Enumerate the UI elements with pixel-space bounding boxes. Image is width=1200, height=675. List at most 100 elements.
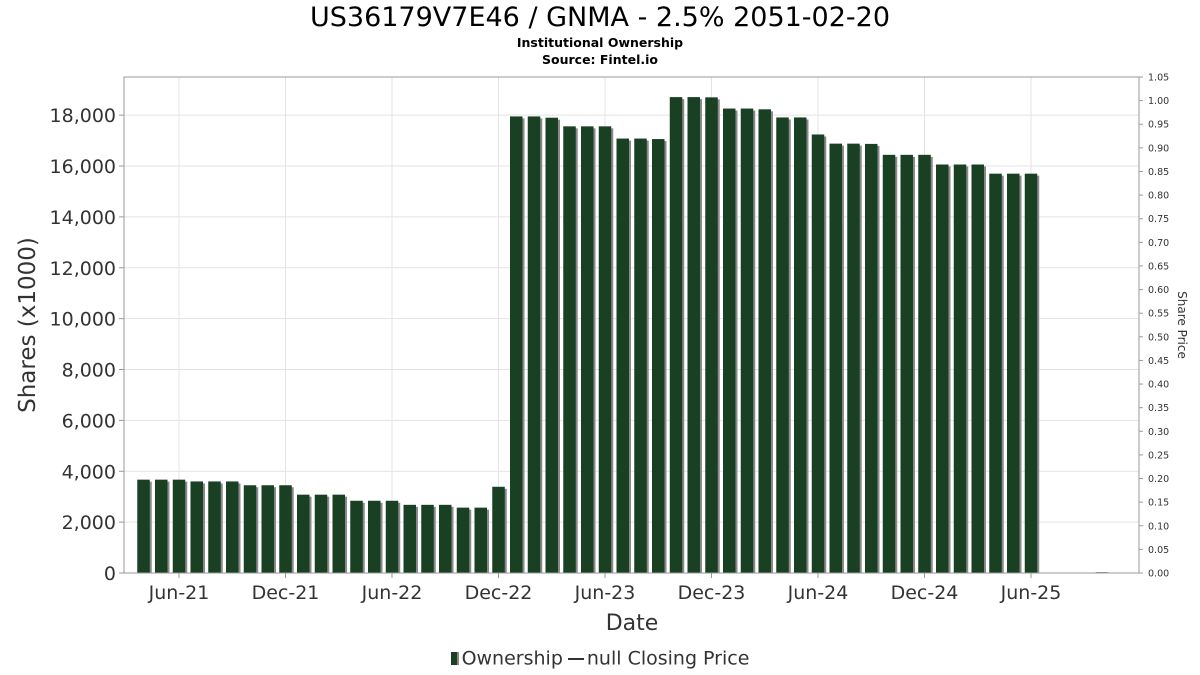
ownership-bar	[936, 164, 949, 573]
ownership-bar	[687, 97, 700, 573]
ownership-bar	[989, 173, 1002, 573]
ownership-bar	[243, 485, 257, 573]
x-tick-label: Jun-25	[1000, 582, 1062, 604]
y-right-tick-label: 0.15	[1148, 498, 1169, 509]
y-right-tick-label: 0.40	[1148, 380, 1169, 391]
ownership-bar	[581, 126, 594, 573]
chart-title: US36179V7E46 / GNMA - 2.5% 2051-02-20	[310, 2, 890, 33]
ownership-bar	[616, 138, 629, 573]
ownership-bar	[740, 108, 754, 573]
ownership-bar	[137, 479, 150, 573]
ownership-bar	[865, 143, 878, 573]
ownership-bar	[598, 126, 612, 573]
y-right-tick-label: 0.20	[1148, 474, 1169, 485]
y-tick-label: 12,000	[50, 258, 116, 280]
ownership-bar	[634, 138, 647, 573]
y-tick-label: 6,000	[62, 410, 116, 432]
ownership-bar	[794, 117, 807, 573]
ownership-bar	[492, 486, 505, 573]
y-right-tick-label: 0.85	[1148, 167, 1169, 178]
ownership-bar	[279, 485, 292, 573]
x-axis-label: Date	[606, 611, 659, 636]
y-tick-label: 8,000	[62, 360, 116, 382]
y-right-tick-label: 0.10	[1148, 521, 1169, 532]
x-tick-label: Jun-22	[361, 582, 423, 604]
y-axis-label: Shares (x1000)	[15, 237, 41, 413]
ownership-bar	[882, 154, 896, 573]
y-tick-label: 10,000	[50, 309, 116, 331]
ownership-bar	[226, 481, 239, 573]
x-tick-label: Dec-24	[891, 582, 959, 604]
plot-area	[124, 77, 1139, 573]
y-right-tick-label: 0.50	[1148, 332, 1169, 343]
y-tick-label: 16,000	[50, 156, 116, 178]
ownership-bar	[563, 126, 576, 573]
price-legend-swatch	[567, 657, 584, 660]
y-right-tick-label: 0.90	[1148, 143, 1169, 154]
price-legend-label[interactable]: null Closing Price	[586, 647, 750, 670]
y-right-tick-label: 0.65	[1148, 261, 1169, 272]
ownership-bar	[208, 481, 221, 573]
chart-subtitle: Institutional Ownership	[516, 35, 684, 50]
x-tick-label: Dec-23	[678, 582, 746, 604]
ownership-bar	[829, 143, 842, 574]
y-right-tick-label: 0.60	[1148, 285, 1169, 296]
y-right-tick-label: 0.00	[1148, 569, 1169, 580]
y-axis-right-label: Share Price	[1175, 291, 1189, 359]
x-tick-label: Jun-23	[574, 582, 636, 604]
ownership-bar	[527, 116, 541, 573]
y-right-tick-label: 0.45	[1148, 356, 1169, 367]
y-right-tick-label: 0.35	[1148, 403, 1169, 414]
x-tick-label: Dec-22	[465, 582, 533, 604]
y-tick-label: 18,000	[50, 105, 116, 127]
ownership-bar	[705, 97, 718, 573]
y-right-tick-label: 0.25	[1148, 450, 1169, 461]
plot-border	[123, 76, 1140, 574]
y-right-tick-label: 0.95	[1148, 120, 1169, 131]
ownership-bar	[297, 494, 310, 573]
ownership-bar	[314, 494, 328, 573]
y-right-tick-label: 0.70	[1148, 238, 1169, 249]
y-tick-label: 0	[104, 563, 116, 585]
ownership-bar	[652, 139, 665, 573]
y-right-tick-label: 1.00	[1148, 96, 1169, 107]
x-tick-label: Jun-24	[787, 582, 849, 604]
ownership-bar	[847, 143, 860, 574]
ownership-bar	[545, 117, 558, 573]
y-right-tick-label: 0.80	[1148, 191, 1169, 202]
ownership-bar	[190, 481, 203, 573]
ownership-bar	[385, 500, 399, 573]
ownership-bar	[758, 109, 771, 573]
y-tick-label: 2,000	[62, 512, 116, 534]
ownership-bar	[403, 504, 416, 573]
y-right-tick-label: 0.05	[1148, 545, 1169, 556]
chart-source: Source: Fintel.io	[542, 52, 658, 67]
ownership-legend-label[interactable]: Ownership	[461, 647, 563, 670]
ownership-bar	[1024, 173, 1038, 573]
ownership-bar	[918, 154, 931, 573]
ownership-bar	[421, 504, 434, 573]
ownership-bar	[474, 507, 487, 573]
x-tick-label: Dec-21	[252, 582, 320, 604]
ownership-bar	[368, 500, 381, 573]
ownership-bar	[172, 479, 186, 573]
ownership-bar	[155, 479, 168, 573]
y-right-tick-label: 0.30	[1148, 427, 1169, 438]
ownership-bar	[723, 108, 736, 573]
ownership-bar	[900, 154, 913, 573]
ownership-bar	[971, 164, 984, 573]
x-tick-label: Jun-21	[148, 582, 210, 604]
ownership-bar	[439, 504, 452, 573]
ownership-bar	[332, 494, 345, 573]
ownership-bar	[669, 97, 683, 573]
ownership-bar	[1007, 173, 1020, 573]
ownership-bar	[456, 507, 470, 573]
ownership-legend-swatch	[450, 652, 459, 665]
ownership-bar	[811, 134, 825, 574]
y-right-tick-label: 1.05	[1148, 73, 1169, 84]
chart-legend: Ownership null Closing Price	[0, 647, 1200, 670]
y-right-tick-label: 0.75	[1148, 214, 1169, 225]
y-right-tick-label: 0.55	[1148, 309, 1169, 320]
ownership-bar	[953, 164, 967, 573]
